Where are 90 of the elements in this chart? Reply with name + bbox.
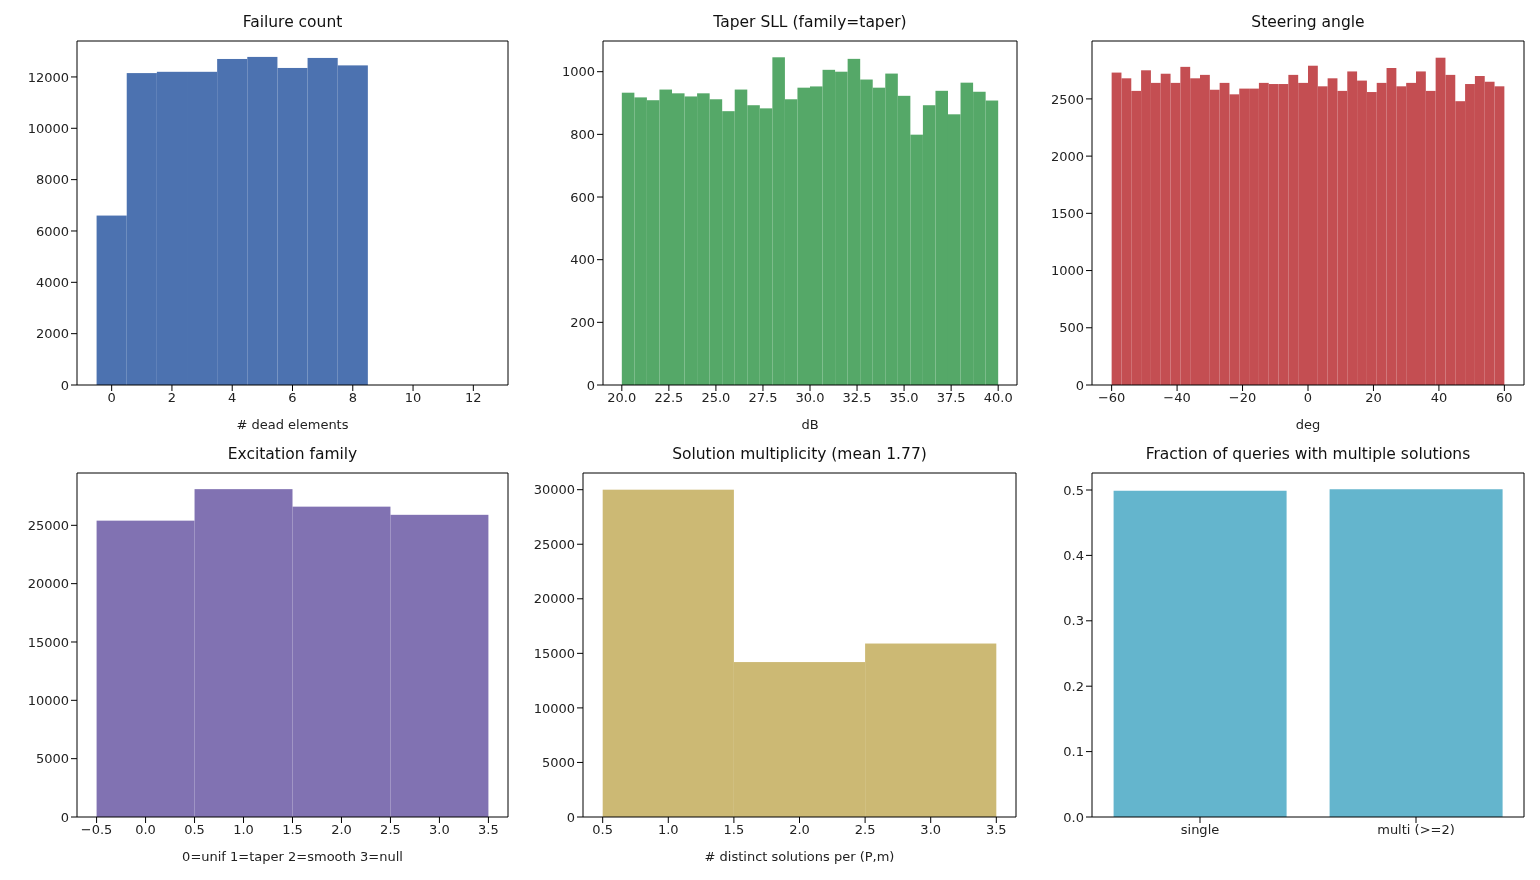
x-tick-label: 0 bbox=[107, 390, 116, 406]
y-tick-label: 0.2 bbox=[1063, 678, 1084, 694]
y-tick-label: 2000 bbox=[35, 326, 69, 342]
y-tick-label: 500 bbox=[1059, 320, 1084, 336]
y-tick-label: 0.0 bbox=[1063, 809, 1084, 825]
x-tick-label: 40 bbox=[1430, 390, 1448, 406]
y-tick-label: 30000 bbox=[533, 482, 575, 498]
x-tick-label: 20.0 bbox=[607, 390, 637, 406]
y-tick-label: 600 bbox=[570, 189, 595, 205]
x-tick-label: 3.0 bbox=[429, 822, 450, 838]
x-tick-label: 0.5 bbox=[592, 822, 614, 838]
y-tick-label: 10000 bbox=[27, 120, 69, 136]
y-tick-label: 10000 bbox=[533, 700, 575, 716]
x-axis-title: # distinct solutions per (P,m) bbox=[704, 849, 895, 864]
x-axis-title: # dead elements bbox=[236, 417, 349, 432]
x-tick-label: 4 bbox=[228, 390, 237, 406]
x-tick-label: 1.5 bbox=[282, 822, 303, 838]
x-tick-label: 2.0 bbox=[789, 822, 810, 838]
y-tick-label: 1000 bbox=[561, 64, 595, 80]
y-tick-label: 1000 bbox=[1050, 263, 1084, 279]
y-tick-label: 800 bbox=[570, 126, 595, 142]
y-tick-label: 20000 bbox=[533, 591, 575, 607]
y-tick-label: 0 bbox=[586, 377, 595, 393]
x-tick-label: 25.0 bbox=[701, 390, 731, 406]
y-tick-label: 400 bbox=[570, 252, 595, 268]
y-tick-label: 10000 bbox=[27, 692, 69, 708]
x-tick-label: −20 bbox=[1228, 390, 1257, 406]
y-tick-label: 15000 bbox=[27, 634, 69, 650]
chart-title: Solution multiplicity (mean 1.77) bbox=[671, 444, 928, 465]
chart-title: Excitation family bbox=[226, 444, 359, 465]
chart-title: Steering angle bbox=[1250, 12, 1366, 33]
x-axis-title: deg bbox=[1295, 417, 1321, 432]
y-tick-label: 6000 bbox=[35, 223, 69, 239]
x-tick-label: 0.5 bbox=[184, 822, 205, 838]
x-tick-label: 0.0 bbox=[135, 822, 156, 838]
x-tick-label: 22.5 bbox=[654, 390, 684, 406]
x-tick-label: 10 bbox=[404, 390, 422, 406]
x-tick-label: 60 bbox=[1496, 390, 1513, 406]
x-tick-label: 3.0 bbox=[920, 822, 942, 838]
x-tick-label: 37.5 bbox=[936, 390, 966, 406]
y-tick-label: 0 bbox=[60, 809, 69, 825]
y-tick-label: 5000 bbox=[35, 751, 69, 767]
y-tick-label: 0 bbox=[60, 377, 69, 393]
y-tick-label: 25000 bbox=[27, 517, 69, 533]
x-tick-label: 3.5 bbox=[985, 822, 1007, 838]
x-tick-label: 32.5 bbox=[842, 390, 872, 406]
x-tick-label: multi (>=2) bbox=[1377, 822, 1455, 838]
y-tick-label: 0.4 bbox=[1063, 548, 1084, 564]
y-tick-label: 25000 bbox=[533, 536, 575, 552]
x-tick-label: −0.5 bbox=[80, 822, 113, 838]
x-tick-label: 2 bbox=[167, 390, 177, 406]
x-tick-label: 27.5 bbox=[748, 390, 778, 406]
x-tick-label: 2.5 bbox=[854, 822, 876, 838]
x-tick-label: 1.0 bbox=[657, 822, 679, 838]
x-tick-label: 1.0 bbox=[233, 822, 254, 838]
x-axis-title: dB bbox=[801, 417, 819, 432]
x-tick-label: single bbox=[1180, 822, 1220, 838]
chart-title: Fraction of queries with multiple solutions bbox=[1144, 444, 1472, 465]
y-tick-label: 0.3 bbox=[1063, 613, 1084, 629]
y-tick-label: 0 bbox=[1075, 377, 1084, 393]
y-tick-label: 5000 bbox=[541, 755, 575, 771]
x-tick-label: 30.0 bbox=[795, 390, 825, 406]
x-tick-label: −60 bbox=[1097, 390, 1126, 406]
x-tick-label: 1.5 bbox=[723, 822, 745, 838]
x-tick-label: −40 bbox=[1163, 390, 1191, 406]
y-tick-label: 2000 bbox=[1050, 148, 1084, 164]
y-tick-label: 20000 bbox=[27, 576, 69, 592]
y-tick-label: 2500 bbox=[1050, 91, 1084, 107]
x-tick-label: 35.0 bbox=[889, 390, 919, 406]
x-tick-label: 40.0 bbox=[983, 390, 1013, 406]
x-tick-label: 0 bbox=[1303, 390, 1313, 406]
y-tick-label: 1500 bbox=[1050, 205, 1084, 221]
y-tick-label: 0 bbox=[566, 809, 575, 825]
x-tick-label: 3.5 bbox=[478, 822, 499, 838]
y-tick-label: 0.5 bbox=[1063, 482, 1084, 498]
y-tick-label: 4000 bbox=[35, 274, 69, 290]
x-tick-label: 12 bbox=[465, 390, 482, 406]
y-tick-label: 8000 bbox=[35, 172, 69, 188]
x-tick-label: 20 bbox=[1365, 390, 1382, 406]
chart-title: Taper SLL (family=taper) bbox=[712, 12, 908, 33]
x-tick-label: 2.5 bbox=[380, 822, 401, 838]
x-axis-title: 0=unif 1=taper 2=smooth 3=null bbox=[182, 849, 403, 864]
y-tick-label: 200 bbox=[570, 314, 595, 330]
x-tick-label: 2.0 bbox=[331, 822, 352, 838]
x-tick-label: 8 bbox=[348, 390, 357, 406]
chart-title: Failure count bbox=[241, 12, 344, 33]
y-tick-label: 12000 bbox=[27, 69, 69, 85]
y-tick-label: 0.1 bbox=[1063, 744, 1084, 760]
x-tick-label: 6 bbox=[288, 390, 297, 406]
y-tick-label: 15000 bbox=[533, 645, 575, 661]
